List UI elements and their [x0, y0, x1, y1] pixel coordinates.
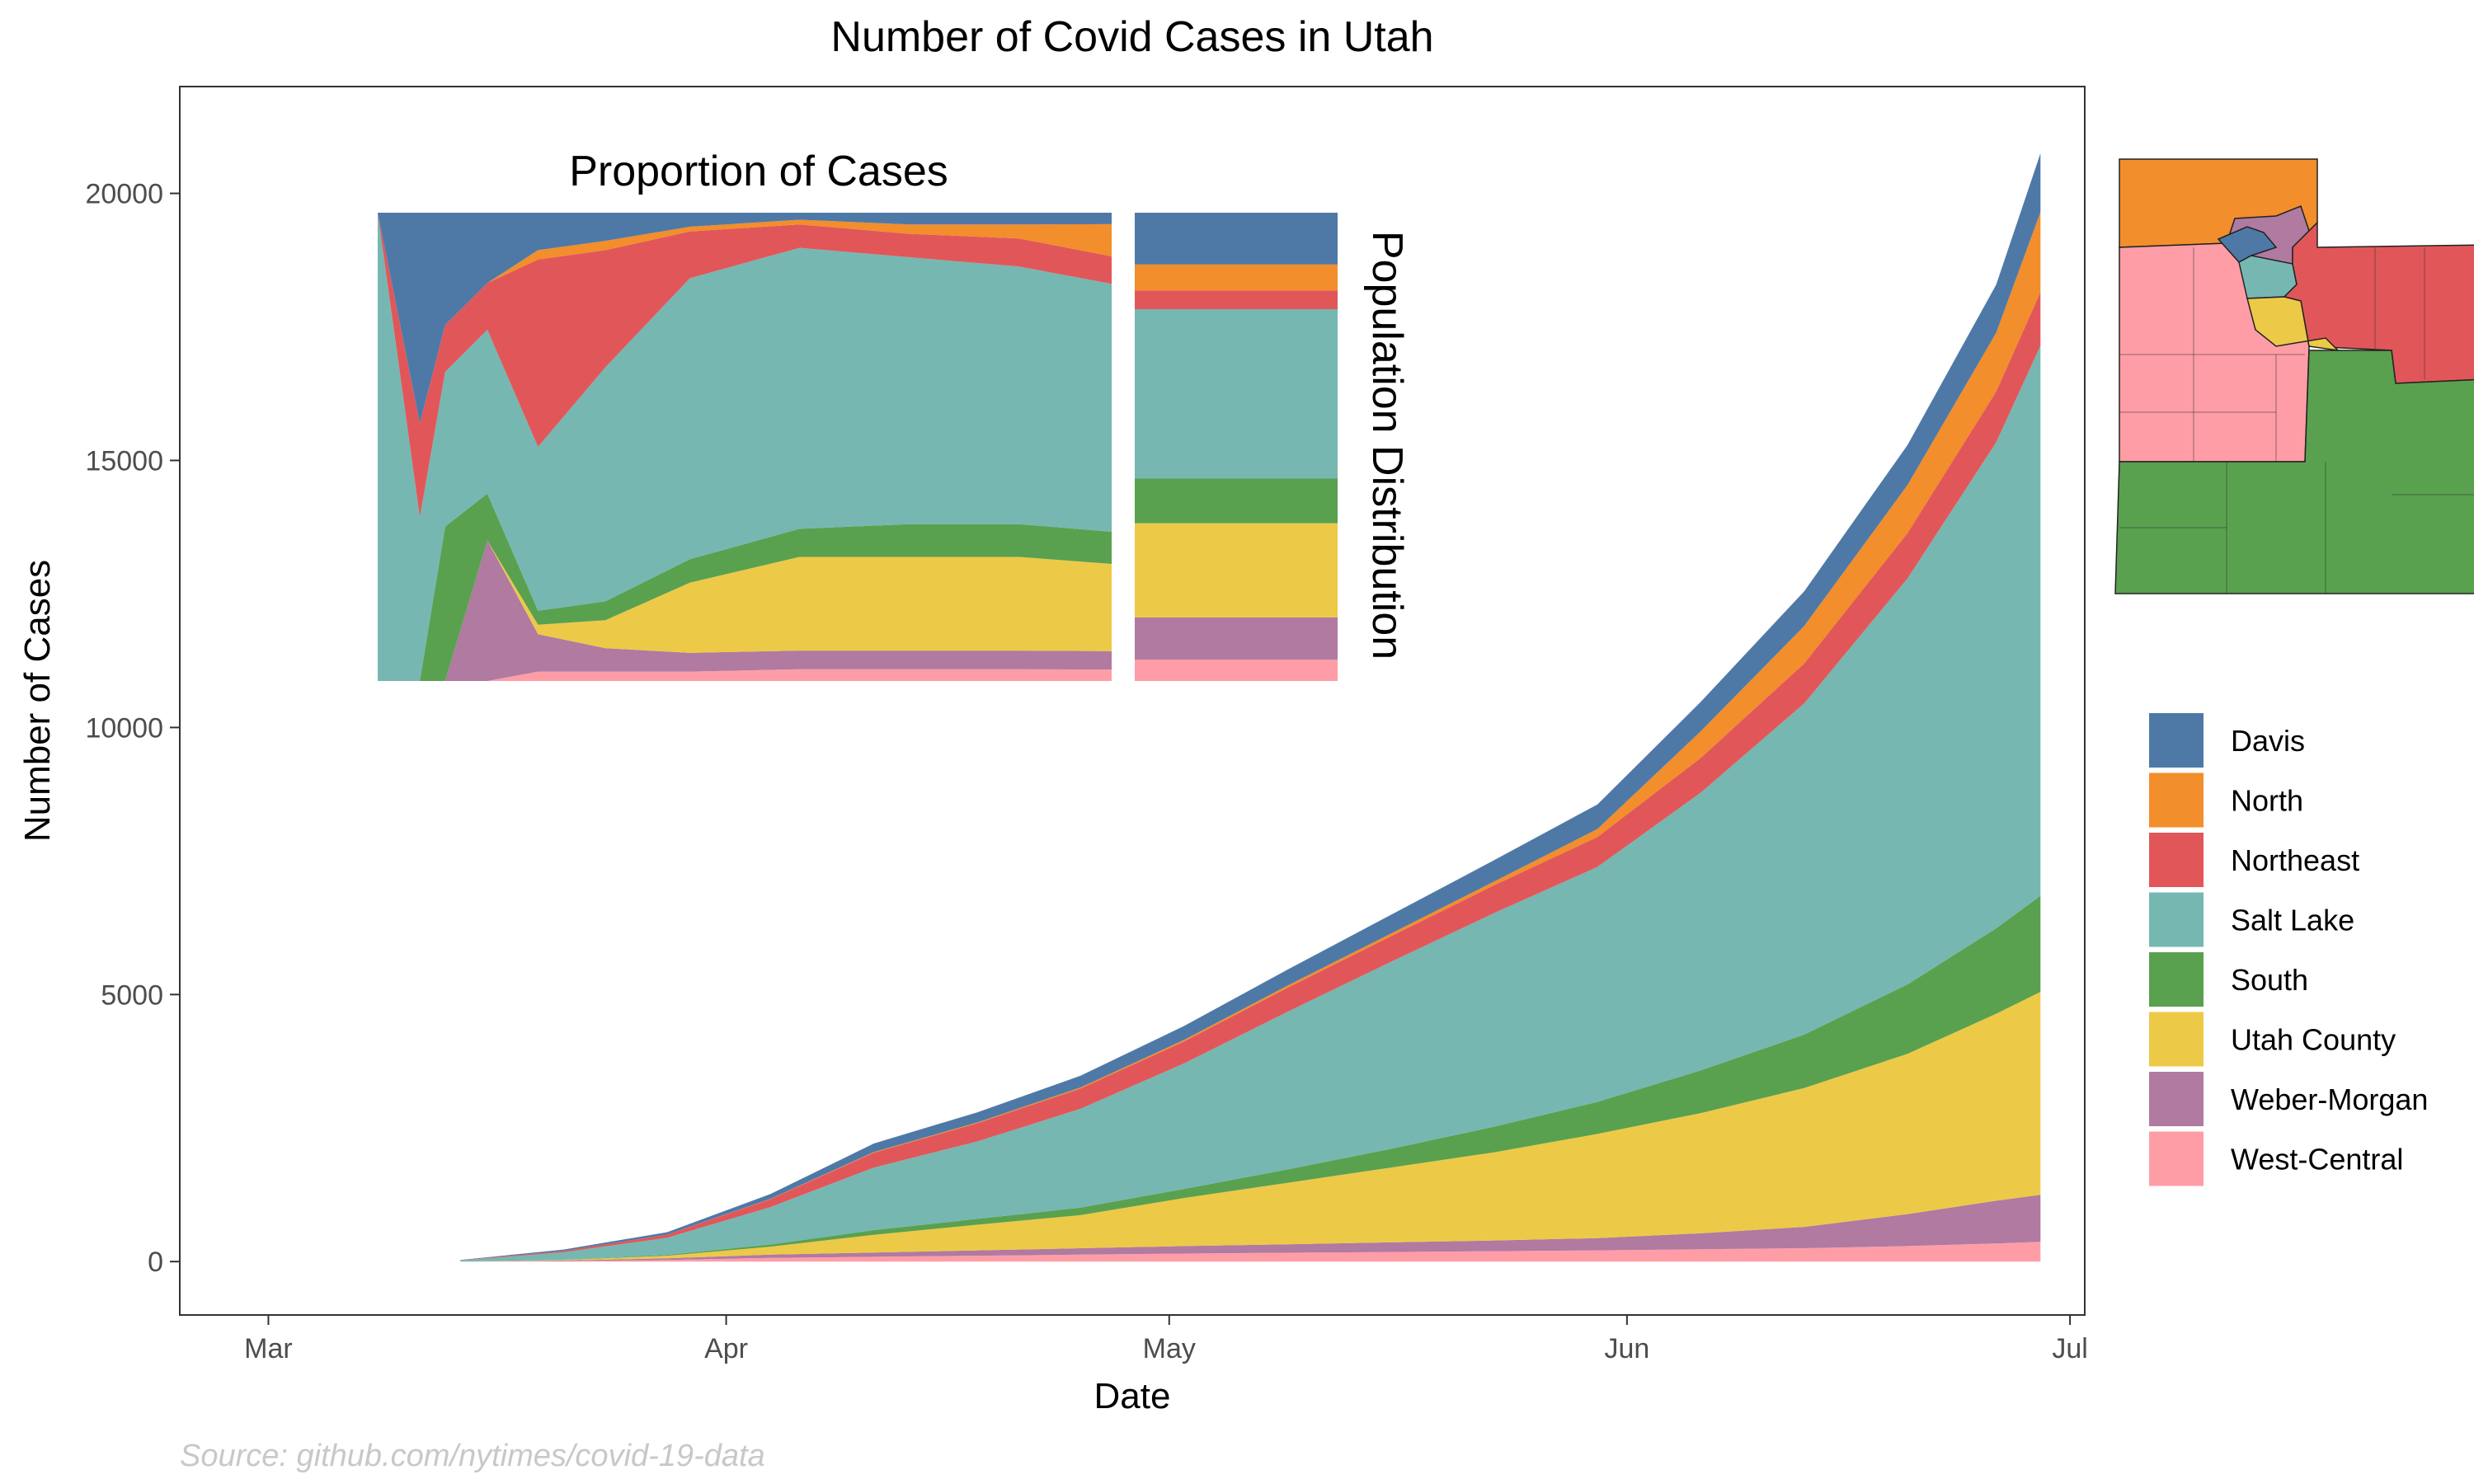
- legend-label: North: [2231, 784, 2303, 818]
- inset-population-title: Population Distribution: [1363, 231, 1411, 660]
- legend: Davis North Northeast Salt Lake South Utah Co…: [2149, 713, 2428, 1186]
- y-tick-label: 0: [148, 1247, 163, 1278]
- legend-swatch: [2149, 1131, 2204, 1186]
- legend-item-west-central: West-Central: [2149, 1131, 2403, 1186]
- x-axis-label: Date: [1094, 1376, 1171, 1416]
- x-tick-label: Jul: [2052, 1333, 2087, 1364]
- y-tick-label: 10000: [85, 712, 163, 744]
- x-tick-label: Apr: [704, 1333, 748, 1364]
- population-bar-utah-county: [1135, 523, 1338, 618]
- legend-swatch: [2149, 833, 2204, 887]
- inset-proportion-title: Proportion of Cases: [569, 148, 948, 195]
- x-axis-ticks: Mar Apr May Jun Jul: [244, 1315, 2088, 1364]
- map-region-south: [2114, 350, 2474, 594]
- source-caption: Source: github.com/nytimes/covid-19-data: [180, 1439, 765, 1473]
- legend-swatch: [2149, 713, 2204, 768]
- y-tick-label: 15000: [85, 445, 163, 477]
- proportion-area-south: [378, 493, 1112, 681]
- area-salt-lake: [460, 345, 2041, 1262]
- legend-item-salt-lake: Salt Lake: [2149, 892, 2354, 947]
- legend-swatch: [2149, 1012, 2204, 1067]
- y-axis-ticks: 0 5000 10000 15000 20000: [85, 179, 180, 1278]
- area-north: [460, 212, 2041, 1261]
- proportion-area-davis: [378, 213, 1112, 424]
- population-bar-west-central: [1135, 660, 1338, 681]
- proportion-area-salt-lake: [378, 213, 1112, 681]
- area-west-central: [460, 1242, 2041, 1262]
- proportion-area-utah-county: [378, 540, 1112, 681]
- legend-item-davis: Davis: [2149, 713, 2305, 768]
- chart-title: Number of Covid Cases in Utah: [830, 13, 1433, 61]
- x-tick-label: May: [1143, 1333, 1196, 1364]
- inset-population-chart: [1135, 213, 1338, 681]
- proportion-area-west-central: [378, 669, 1112, 681]
- area-weber-morgan: [460, 1195, 2041, 1262]
- population-bar-south: [1135, 478, 1338, 524]
- legend-label: West-Central: [2231, 1143, 2403, 1176]
- population-bar-davis: [1135, 213, 1338, 265]
- y-tick-label: 5000: [101, 979, 163, 1011]
- legend-label: South: [2231, 963, 2308, 997]
- legend-label: Salt Lake: [2231, 904, 2354, 937]
- legend-swatch: [2149, 892, 2204, 947]
- legend-item-utah-county: Utah County: [2149, 1012, 2396, 1067]
- population-bar-north: [1135, 264, 1338, 291]
- legend-label: Utah County: [2231, 1023, 2396, 1057]
- utah-region-map: [2114, 158, 2474, 594]
- legend-swatch: [2149, 773, 2204, 828]
- legend-item-north: North: [2149, 773, 2303, 828]
- legend-label: Weber-Morgan: [2231, 1082, 2428, 1116]
- x-tick-label: Mar: [244, 1333, 293, 1364]
- y-tick-label: 20000: [85, 179, 163, 210]
- area-davis: [460, 153, 2041, 1261]
- main-stacked-areas: [460, 153, 2041, 1262]
- legend-label: Northeast: [2231, 843, 2359, 877]
- population-bar-weber-morgan: [1135, 617, 1338, 660]
- y-axis-label: Number of Cases: [17, 560, 58, 842]
- legend-item-south: South: [2149, 952, 2308, 1007]
- proportion-area-north: [378, 213, 1112, 424]
- legend-label: Davis: [2231, 724, 2305, 758]
- inset-proportion-chart: [378, 213, 1112, 681]
- legend-item-weber-morgan: Weber-Morgan: [2149, 1072, 2428, 1126]
- x-tick-label: Jun: [1604, 1333, 1649, 1364]
- area-south: [460, 895, 2041, 1262]
- proportion-area-northeast: [378, 213, 1112, 518]
- legend-item-northeast: Northeast: [2149, 833, 2359, 887]
- legend-swatch: [2149, 1072, 2204, 1126]
- population-bar-northeast: [1135, 290, 1338, 309]
- population-bar-salt-lake: [1135, 309, 1338, 479]
- legend-swatch: [2149, 952, 2204, 1007]
- area-utah-county: [460, 992, 2041, 1262]
- proportion-area-weber-morgan: [378, 540, 1112, 681]
